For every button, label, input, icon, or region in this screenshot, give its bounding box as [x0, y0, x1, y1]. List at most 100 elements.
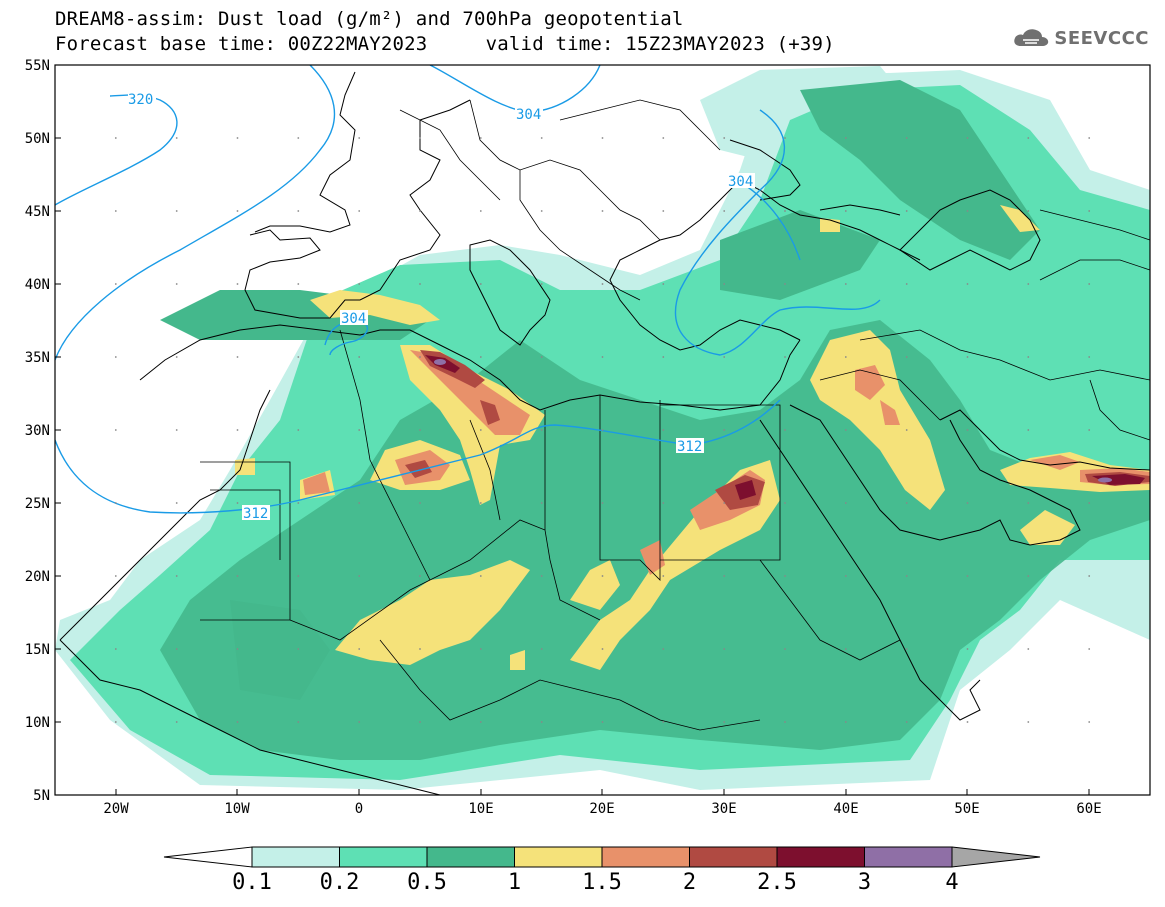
lat-tick-label: 15N: [25, 642, 50, 658]
grid-dot: [966, 137, 969, 139]
grid-dot: [844, 429, 847, 431]
colorbar-low-arrow: [163, 846, 253, 868]
grid-dot: [966, 575, 969, 577]
grid-dot: [175, 429, 178, 431]
lat-tick-label: 35N: [25, 350, 50, 366]
grid-dot: [1088, 502, 1091, 504]
grid-dot: [175, 575, 178, 577]
grid-dot: [601, 575, 604, 577]
grid-dot: [114, 721, 117, 723]
grid-dot: [723, 502, 726, 504]
grid-dot: [479, 721, 482, 723]
grid-dot: [419, 502, 421, 504]
grid-dot: [601, 721, 604, 723]
grid-dot: [540, 429, 543, 431]
grid-dot: [905, 356, 908, 358]
grid-dot: [114, 283, 117, 285]
grid-dot: [905, 210, 908, 212]
grid-dot: [175, 137, 178, 139]
grid-dot: [905, 429, 908, 431]
grid-dot: [784, 356, 786, 358]
grid-dot: [540, 210, 543, 212]
grid-dot: [905, 575, 908, 577]
contour-label-304-b: 304: [341, 311, 366, 327]
grid-dot: [601, 356, 604, 358]
grid-dot: [662, 356, 665, 358]
grid-dot: [419, 575, 421, 577]
grid-dot: [479, 502, 482, 504]
grid-dot: [358, 648, 361, 650]
colorbar-label: 3: [857, 870, 872, 895]
coastlines: [59, 71, 1150, 795]
contour-label-304-c: 304: [728, 174, 753, 190]
dust-level-3: [434, 359, 1112, 483]
grid-dot: [905, 283, 908, 285]
grid-dot: [905, 502, 908, 504]
grid-dot: [723, 356, 726, 358]
grid-dot: [236, 721, 239, 723]
contour-label-312-b: 312: [243, 506, 268, 522]
colorbar-label: 1: [507, 870, 522, 895]
lon-tick-label: 60E: [1076, 801, 1101, 817]
grid-dot: [723, 575, 726, 577]
grid-dot: [966, 648, 969, 650]
grid-dot: [479, 356, 482, 358]
grid-dot: [1027, 575, 1030, 577]
grid-dot: [175, 283, 178, 285]
grid-dot: [175, 648, 178, 650]
grid-dot: [1088, 648, 1091, 650]
grid-dot: [358, 356, 361, 358]
colorbar-swatch: [689, 846, 778, 868]
grid-dot: [844, 502, 847, 504]
grid-dot: [662, 648, 665, 650]
grid-dot: [966, 283, 969, 285]
lon-tick-label: 10W: [224, 801, 250, 817]
grid-dot: [966, 210, 969, 212]
grid-dot: [358, 575, 361, 577]
grid-dot: [844, 210, 847, 212]
grid-dot: [905, 721, 908, 723]
grid-dot: [540, 283, 543, 285]
colorbar-swatch: [251, 846, 340, 868]
grid-dot: [1027, 648, 1030, 650]
grid-dot: [784, 502, 786, 504]
grid-dot: [1088, 283, 1091, 285]
grid-dot: [114, 137, 117, 139]
grid-dot: [1027, 137, 1030, 139]
grid-dot: [236, 356, 239, 358]
grid-dot: [723, 721, 726, 723]
grid-dot: [966, 429, 969, 431]
grid-dot: [723, 648, 726, 650]
grid-dot: [358, 502, 361, 504]
grid-dot: [236, 575, 239, 577]
forecast-time-subtitle: Forecast base time: 00Z22MAY2023 valid t…: [55, 33, 835, 55]
grid-dot: [297, 648, 300, 650]
lon-tick-label: 0: [355, 801, 363, 817]
grid-dot: [297, 575, 300, 577]
grid-dot: [905, 648, 908, 650]
colorbar-high-arrow: [951, 846, 1041, 868]
map-title: DREAM8-assim: Dust load (g/m²) and 700hP…: [55, 8, 684, 30]
lon-tick-label: 20E: [589, 801, 614, 817]
grid-dot: [479, 137, 482, 139]
contour-label-312-a: 312: [677, 439, 702, 455]
borders: [200, 99, 1150, 731]
grid-dot: [419, 648, 421, 650]
grid-dot: [723, 429, 726, 431]
grid-dot: [1027, 356, 1030, 358]
grid-dot: [419, 283, 421, 285]
colorbar-label: 1.5: [582, 870, 622, 895]
grid-dot: [114, 575, 117, 577]
grid-dot: [844, 356, 847, 358]
grid-dot: [175, 356, 178, 358]
colorbar-label: 4: [945, 870, 959, 895]
grid-dot: [844, 283, 847, 285]
colorbar-label: 2: [682, 870, 697, 895]
grid-dot: [784, 721, 786, 723]
grid-dot: [1088, 721, 1091, 723]
grid-dot: [236, 283, 239, 285]
grid-dot: [723, 137, 726, 139]
grid-dot: [784, 210, 786, 212]
grid-dot: [114, 356, 117, 358]
colorbar-label: 2.5: [757, 870, 797, 895]
